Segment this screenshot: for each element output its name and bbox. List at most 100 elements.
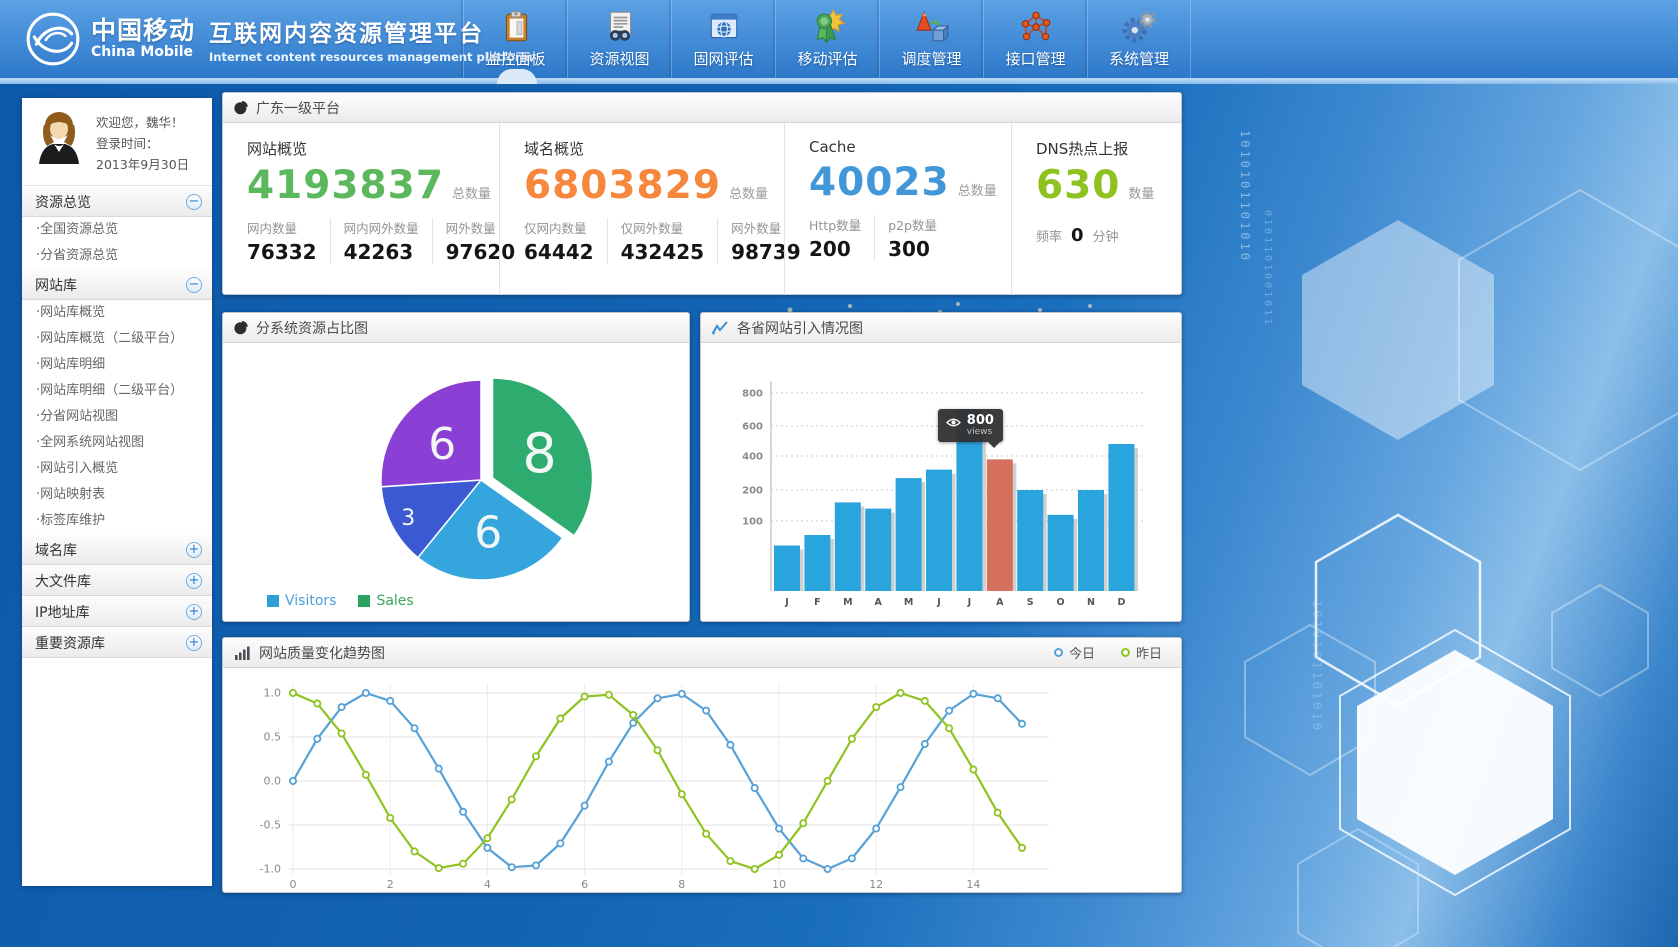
data-point[interactable] (920, 696, 929, 705)
data-point[interactable] (580, 801, 589, 810)
data-point[interactable] (289, 688, 298, 697)
sidebar-item[interactable]: ·网站库概览 (36, 305, 106, 320)
data-point[interactable] (361, 688, 370, 697)
bar-F-1[interactable] (804, 535, 831, 591)
data-point[interactable] (1018, 843, 1027, 852)
data-point[interactable] (337, 703, 346, 712)
sidebar-item[interactable]: ·网站库明细 (36, 357, 106, 372)
data-point[interactable] (361, 770, 370, 779)
legend-item-today[interactable]: 今日 (1053, 643, 1095, 662)
nav-item-5[interactable]: 调度管理 (879, 0, 983, 78)
data-point[interactable] (410, 847, 419, 856)
bar-N-10[interactable] (1078, 490, 1104, 591)
data-point[interactable] (702, 706, 711, 715)
data-point[interactable] (823, 864, 832, 873)
data-point[interactable] (799, 854, 808, 863)
data-point[interactable] (920, 740, 929, 749)
data-point[interactable] (847, 854, 856, 863)
legend-item-visitors[interactable]: Visitors (267, 593, 336, 609)
sidebar-section-6[interactable]: 重要资源库 + (22, 627, 212, 658)
sidebar-item[interactable]: ·标签库维护 (36, 513, 106, 528)
data-point[interactable] (872, 824, 881, 833)
data-point[interactable] (604, 757, 613, 766)
bar-J-0[interactable] (774, 545, 800, 592)
data-point[interactable] (823, 777, 832, 786)
collapse-icon[interactable]: − (186, 193, 202, 210)
data-point[interactable] (629, 711, 638, 720)
bar-D-11[interactable] (1108, 444, 1135, 591)
data-point[interactable] (483, 834, 492, 843)
sidebar-item[interactable]: ·网站库概览（二级平台） (36, 331, 184, 346)
sidebar-item[interactable]: ·全国资源总览 (36, 222, 119, 237)
legend-item-yesterday[interactable]: 昨日 (1120, 643, 1162, 662)
pie-slice-3[interactable] (380, 479, 483, 559)
data-point[interactable] (750, 864, 759, 873)
expand-icon[interactable]: + (186, 541, 202, 558)
data-point[interactable] (507, 863, 516, 872)
sidebar-item[interactable]: ·网站映射表 (36, 487, 106, 502)
bar-A-7[interactable] (986, 459, 1013, 591)
collapse-icon[interactable]: − (186, 276, 202, 293)
bar-M-4[interactable] (895, 478, 922, 591)
data-point[interactable] (775, 824, 784, 833)
bar-O-9[interactable] (1047, 514, 1074, 591)
bar-M-2[interactable] (834, 502, 861, 591)
data-point[interactable] (459, 807, 468, 816)
data-point[interactable] (483, 843, 492, 852)
bar-A-3[interactable] (865, 508, 892, 591)
data-point[interactable] (580, 692, 589, 701)
nav-item-6[interactable]: 接口管理 (983, 0, 1087, 78)
data-point[interactable] (677, 689, 686, 698)
data-point[interactable] (604, 690, 613, 699)
sidebar-item[interactable]: ·分省资源总览 (36, 248, 119, 263)
data-point[interactable] (459, 859, 468, 868)
data-point[interactable] (993, 694, 1002, 703)
sidebar-section-2[interactable]: 网站库 − (22, 269, 212, 300)
data-point[interactable] (337, 729, 346, 738)
data-point[interactable] (653, 746, 662, 755)
expand-icon[interactable]: + (186, 572, 202, 589)
data-point[interactable] (726, 857, 735, 866)
data-point[interactable] (434, 864, 443, 873)
data-point[interactable] (386, 813, 395, 822)
sidebar-item[interactable]: ·分省网站视图 (36, 409, 119, 424)
data-point[interactable] (847, 734, 856, 743)
data-point[interactable] (750, 784, 759, 793)
data-point[interactable] (629, 718, 638, 727)
bar-S-8[interactable] (1017, 490, 1044, 591)
nav-item-1[interactable]: 监控面板 (463, 0, 567, 78)
data-point[interactable] (410, 724, 419, 733)
data-point[interactable] (386, 696, 395, 705)
data-point[interactable] (969, 765, 978, 774)
line-chart[interactable]: 1.0 0.5 0.0 -0.5 -1.0 0 2 4 6 8 10 12 14 (223, 668, 1181, 892)
sidebar-section-5[interactable]: IP地址库 + (22, 596, 212, 627)
nav-item-2[interactable]: 资源视图 (567, 0, 671, 78)
sidebar-item[interactable]: ·网站引入概览 (36, 461, 119, 476)
data-point[interactable] (531, 861, 540, 870)
data-point[interactable] (556, 714, 565, 723)
data-point[interactable] (653, 694, 662, 703)
data-point[interactable] (993, 808, 1002, 817)
sidebar-section-4[interactable]: 大文件库 + (22, 565, 212, 596)
data-point[interactable] (702, 829, 711, 838)
bar-chart[interactable]: 100 200 400 600 800 J F M A M J J A S O N D (701, 343, 1181, 621)
sidebar-section-1[interactable]: 资源总览 − (22, 186, 212, 217)
pie-slice-6[interactable] (380, 379, 482, 488)
data-point[interactable] (896, 783, 905, 792)
bar-J-5[interactable] (926, 469, 952, 591)
data-point[interactable] (775, 850, 784, 859)
data-point[interactable] (556, 839, 565, 848)
sidebar-item[interactable]: ·网站库明细（二级平台） (36, 383, 184, 398)
data-point[interactable] (313, 699, 322, 708)
expand-icon[interactable]: + (186, 603, 202, 620)
sidebar-item[interactable]: ·全网系统网站视图 (36, 435, 145, 450)
data-point[interactable] (896, 688, 905, 697)
data-point[interactable] (872, 703, 881, 712)
data-point[interactable] (1018, 719, 1027, 728)
data-point[interactable] (434, 764, 443, 773)
legend-item-sales[interactable]: Sales (358, 593, 414, 609)
data-point[interactable] (507, 795, 516, 804)
data-point[interactable] (726, 740, 735, 749)
data-point[interactable] (945, 724, 954, 733)
